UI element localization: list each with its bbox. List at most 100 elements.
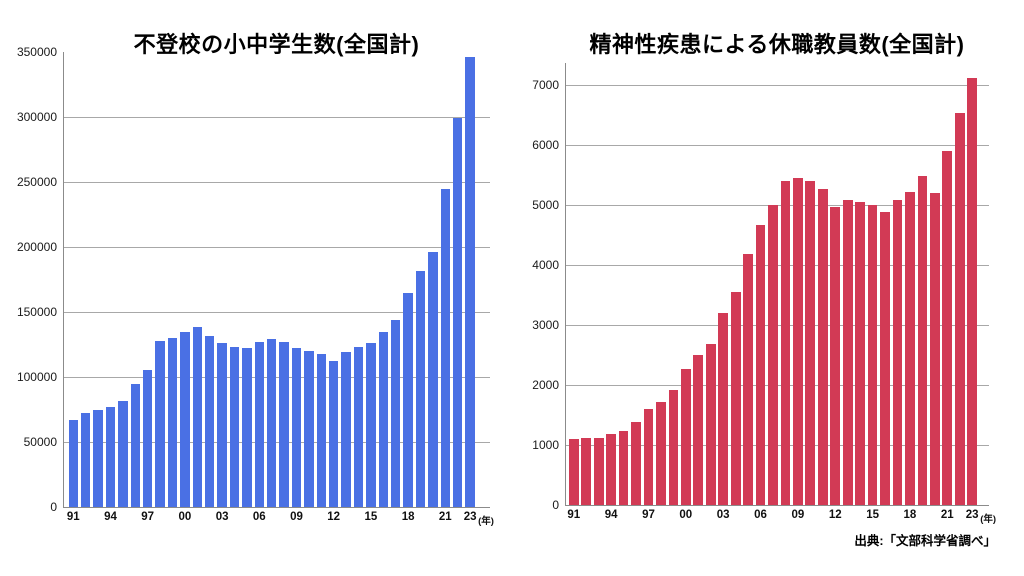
bar <box>316 354 326 507</box>
bar <box>656 402 666 505</box>
bar <box>329 360 339 507</box>
bar <box>415 271 426 507</box>
x-tick-label: 12 <box>327 511 341 523</box>
x-tick-label: 09 <box>290 511 303 523</box>
y-tick-label: 1000 <box>532 438 559 452</box>
y-tick-label: 0 <box>552 498 559 512</box>
x-tick-label: 15 <box>364 511 378 523</box>
gridline <box>63 442 490 443</box>
x-tick-label: 18 <box>903 509 917 521</box>
bar <box>568 439 579 505</box>
bar <box>93 409 103 507</box>
bar <box>929 192 940 505</box>
source-credit: 出典:「文部科学省調べ」 <box>854 534 996 548</box>
x-tick-label: 06 <box>252 511 266 523</box>
bar <box>593 438 604 505</box>
gridline <box>63 182 490 183</box>
y-tick-label: 0 <box>50 500 57 514</box>
bar <box>130 384 140 507</box>
x-tick-label: 09 <box>791 509 805 521</box>
y-tick-label: 300000 <box>16 110 57 124</box>
bar <box>192 326 202 507</box>
x-tick-label: 21 <box>438 511 452 523</box>
x-tick-label: 23 <box>463 511 477 523</box>
x-tick-label: 97 <box>141 511 155 523</box>
bar <box>917 176 928 505</box>
bar <box>780 181 791 505</box>
bar <box>768 205 778 505</box>
y-axis-line <box>565 63 566 505</box>
bar <box>867 204 878 505</box>
bar <box>793 177 803 505</box>
x-tick-label: 03 <box>716 509 730 521</box>
bar <box>118 401 128 507</box>
x-tick-label: 21 <box>940 509 954 521</box>
bar <box>705 343 716 505</box>
bar <box>143 370 153 507</box>
y-tick-label: 50000 <box>23 435 57 449</box>
bar <box>378 332 388 507</box>
x-tick-label: 00 <box>178 511 192 523</box>
y-tick-label: 4000 <box>532 258 559 272</box>
bar <box>942 151 953 505</box>
gridline <box>565 85 989 86</box>
x-tick-label: 91 <box>66 511 80 523</box>
bar <box>842 200 853 505</box>
bar <box>680 369 691 505</box>
gridline <box>565 145 989 146</box>
bar <box>68 420 78 507</box>
bar <box>279 342 289 507</box>
x-tick-label: 15 <box>866 509 879 521</box>
bar <box>967 77 978 505</box>
x-tick-label: 97 <box>642 509 655 521</box>
bar <box>205 336 215 507</box>
bar <box>254 342 264 507</box>
year-unit-label: (年) <box>980 514 997 525</box>
bar <box>718 313 729 505</box>
bar <box>643 408 654 505</box>
bar <box>817 188 828 505</box>
x-tick-label: 03 <box>215 511 229 523</box>
bar <box>755 224 766 505</box>
bar <box>403 293 413 507</box>
bar <box>892 200 903 505</box>
bar <box>440 188 450 507</box>
y-tick-label: 7000 <box>532 78 559 92</box>
bar <box>267 339 277 507</box>
chart-title-truant-students: 不登校の小中学生数(全国計) <box>133 32 420 57</box>
bar <box>180 332 190 507</box>
x-axis-line <box>565 505 989 506</box>
bar <box>905 192 915 505</box>
y-tick-label: 5000 <box>532 198 559 212</box>
bar <box>81 413 91 507</box>
bar <box>880 211 890 505</box>
bar <box>730 291 741 505</box>
bar <box>341 351 351 507</box>
gridline <box>63 377 490 378</box>
bar <box>581 438 592 505</box>
y-tick-label: 100000 <box>16 370 57 384</box>
gridline <box>63 117 490 118</box>
bar <box>366 343 376 507</box>
y-tick-label: 350000 <box>16 45 57 59</box>
bar <box>155 341 165 507</box>
bar <box>453 118 463 507</box>
x-tick-label: 91 <box>567 509 581 521</box>
bar <box>428 252 438 507</box>
bar <box>242 348 252 507</box>
bar <box>229 346 240 507</box>
x-tick-label: 94 <box>604 509 618 521</box>
bar <box>743 254 753 505</box>
y-tick-label: 150000 <box>16 305 57 319</box>
x-tick-label: 00 <box>679 509 693 521</box>
bar <box>465 56 475 507</box>
x-tick-label: 12 <box>828 509 842 521</box>
bar <box>618 430 629 505</box>
bar <box>693 354 704 505</box>
chart-title-teachers-on-leave: 精神性疾患による休職教員数(全国計) <box>589 32 965 57</box>
bar <box>105 406 116 507</box>
bar <box>353 347 364 507</box>
